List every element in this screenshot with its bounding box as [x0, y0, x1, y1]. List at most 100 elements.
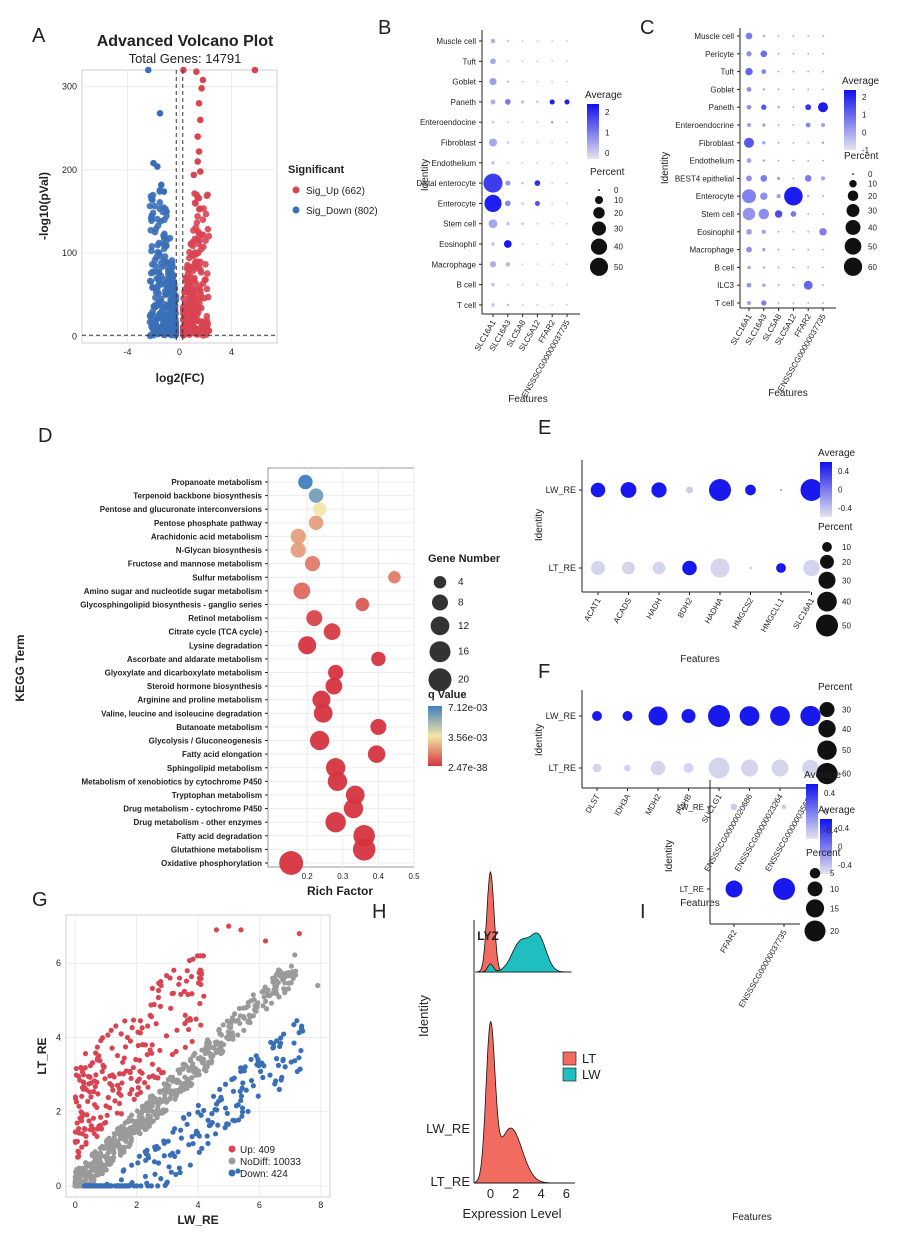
- dot: [521, 263, 524, 266]
- nodiff-point: [202, 1062, 208, 1069]
- legend-swatch: [292, 186, 300, 194]
- down-point: [205, 1117, 211, 1123]
- sig-down-point: [159, 328, 167, 335]
- down-point: [195, 1102, 201, 1109]
- nodiff-point: [204, 1043, 210, 1049]
- dot: [622, 711, 633, 721]
- up-point: [155, 1075, 161, 1081]
- up-point: [78, 1064, 84, 1071]
- percent-tick-label: 10: [868, 180, 877, 189]
- up-point: [73, 1099, 80, 1105]
- nodiff-point: [235, 1032, 241, 1038]
- sig-up-point: [190, 171, 198, 179]
- sig-up-point: [184, 261, 191, 269]
- dot: [491, 242, 495, 246]
- up-point: [127, 1070, 133, 1076]
- down-point: [237, 1088, 243, 1094]
- nodiff-point: [107, 1138, 113, 1144]
- up-point: [189, 1038, 195, 1045]
- sig-up-point: [202, 261, 209, 268]
- dot: [761, 229, 766, 234]
- up-point: [92, 1102, 98, 1108]
- nodiff-point: [290, 975, 296, 981]
- dot: [742, 207, 756, 221]
- nodiff-point: [109, 1142, 115, 1148]
- y-tick-label: 2: [56, 1107, 61, 1117]
- nodiff-point: [136, 1126, 142, 1132]
- legend-swatch: [562, 1051, 577, 1066]
- up-point: [118, 1092, 124, 1098]
- nodiff-point: [245, 1019, 251, 1025]
- sig-up-point: [193, 258, 201, 265]
- down-point: [282, 1064, 288, 1070]
- kegg-term-label: Glycolysis / Gluconeogenesis: [149, 737, 263, 746]
- dot: [807, 230, 810, 233]
- dot: [521, 40, 524, 42]
- kegg-point: [343, 798, 364, 819]
- percent-legend-dot: [849, 180, 857, 188]
- dot: [792, 88, 795, 91]
- up-point: [122, 1044, 129, 1050]
- nodiff-point: [217, 1031, 223, 1037]
- sig-down-point: [163, 208, 170, 215]
- dot: [820, 176, 826, 181]
- up-point: [116, 1086, 122, 1092]
- y-axis-title: Identity: [416, 995, 431, 1037]
- down-point: [209, 1111, 215, 1117]
- sig-up-point: [190, 293, 198, 301]
- dot: [748, 566, 753, 570]
- average-colorbar: [820, 462, 832, 517]
- dot: [682, 560, 697, 576]
- percent-legend-dot: [852, 173, 854, 175]
- dot: [490, 38, 496, 44]
- outlier-point: [213, 927, 220, 933]
- dot: [770, 706, 790, 726]
- up-point: [137, 1018, 144, 1024]
- dot: [504, 99, 511, 105]
- x-tick-label: 4: [229, 347, 234, 357]
- dot: [792, 177, 795, 180]
- dotplot-E: LW_RE LT_RE ACAT1 ACADS HADH BDH2 HADHA HMGCS2 H…: [534, 448, 856, 665]
- identity-label: Muscle cell: [436, 37, 476, 46]
- x-tick-label: 0.3: [337, 872, 349, 881]
- dot: [681, 708, 696, 724]
- outlier-point: [164, 1179, 170, 1185]
- kegg-point: [293, 582, 311, 600]
- nodiff-point: [229, 1030, 235, 1036]
- dot: [686, 486, 693, 494]
- sig-up-point: [199, 216, 207, 223]
- kegg-point: [313, 703, 333, 723]
- average-colorbar: [820, 819, 832, 874]
- percent-legend-dot: [818, 571, 836, 589]
- down-point: [186, 1111, 192, 1117]
- sig-up-point: [198, 322, 206, 330]
- gene-number-tick: 4: [458, 577, 464, 588]
- nodiff-point: [206, 1039, 212, 1045]
- identity-label: Fibroblast: [699, 139, 735, 148]
- y-tick-label: 0: [56, 1181, 61, 1191]
- up-point: [95, 1091, 101, 1097]
- identity-label: Macrophage: [432, 260, 477, 269]
- dot: [762, 247, 766, 252]
- dot: [807, 195, 810, 198]
- percent-legend-dot: [804, 920, 826, 942]
- nodiff-point: [173, 1088, 179, 1094]
- average-legend-title: Average: [842, 76, 880, 87]
- nodiff-point: [225, 1029, 231, 1035]
- down-point: [273, 1056, 280, 1062]
- percent-legend-dot: [820, 554, 834, 569]
- nodiff-point: [273, 987, 279, 993]
- dot: [591, 561, 605, 575]
- dot: [792, 302, 795, 304]
- dot: [534, 200, 540, 206]
- nodiff-point: [241, 1015, 247, 1021]
- nodiff-point: [142, 1106, 149, 1112]
- up-point: [90, 1115, 97, 1121]
- dot: [709, 479, 731, 501]
- nodiff-point: [154, 1099, 160, 1105]
- up-point: [105, 1032, 111, 1038]
- down-point: [280, 1056, 286, 1062]
- sig-up-point: [197, 168, 204, 175]
- nodiff-point: [208, 1060, 214, 1066]
- up-point: [79, 1085, 86, 1091]
